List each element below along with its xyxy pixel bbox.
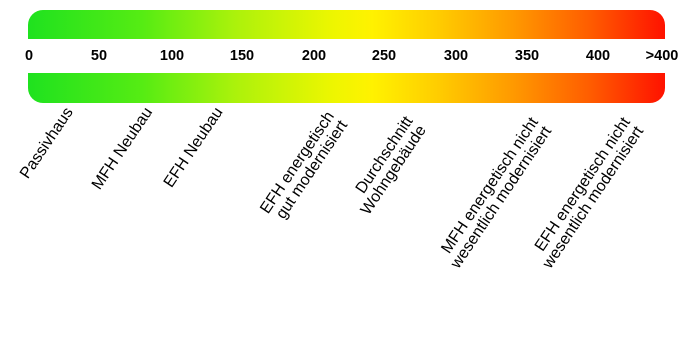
color-band-top xyxy=(28,10,665,39)
color-band-bottom xyxy=(28,73,665,103)
